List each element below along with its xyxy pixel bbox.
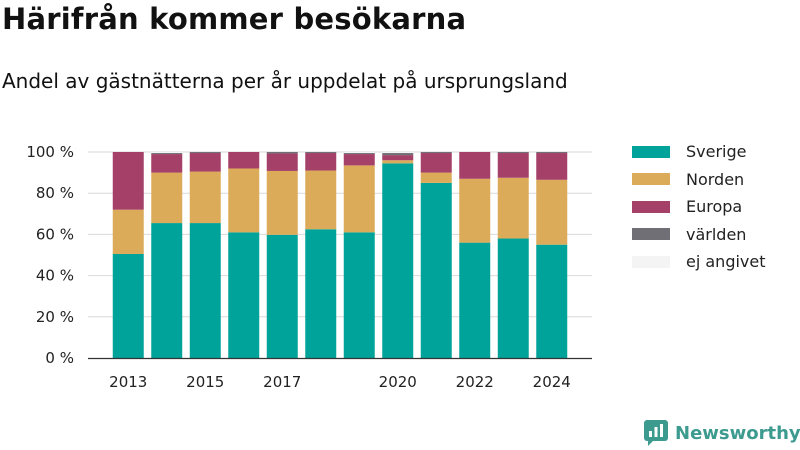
- bar-segment-sverige-2021: [420, 182, 452, 358]
- legend-swatch: [632, 200, 670, 213]
- bar-segment-norden-2024: [536, 179, 568, 245]
- bar-segment-norden-2013: [112, 209, 144, 254]
- bar-segment-sverige-2023: [497, 238, 529, 358]
- x-tick-label: 2022: [456, 373, 494, 391]
- bar-segment-norden-2014: [151, 172, 183, 224]
- x-tick-label: 2020: [379, 373, 417, 391]
- bar-segment-världen-2023: [497, 152, 529, 154]
- legend-swatch: [632, 145, 670, 158]
- bar-segment-världen-2015: [189, 152, 221, 154]
- bar-segment-ej-angivet-2019: [343, 152, 375, 154]
- bar-segment-europa-2013: [112, 152, 144, 210]
- legend-item: Europa: [632, 193, 766, 221]
- bar-segment-europa-2016: [228, 152, 260, 169]
- bar-segment-europa-2020: [382, 155, 414, 161]
- bar-segment-norden-2021: [420, 172, 452, 183]
- legend-label: ej angivet: [686, 252, 766, 272]
- bar-segment-världen-2021: [420, 152, 452, 154]
- bar-segment-norden-2018: [305, 170, 337, 230]
- bar-segment-norden-2017: [266, 170, 298, 235]
- bar-chart-speech-bubble-icon: [644, 420, 668, 446]
- y-tick-label: 80 %: [36, 184, 74, 202]
- bar-segment-norden-2022: [459, 178, 491, 243]
- brand-name: Newsworthy: [675, 422, 800, 444]
- bar-segment-europa-2018: [305, 153, 337, 171]
- bar-segment-sverige-2024: [536, 244, 568, 358]
- y-tick-label: 0 %: [45, 349, 74, 367]
- brand-logo: Newsworthy: [644, 420, 800, 446]
- bar-segment-världen-2018: [305, 152, 337, 154]
- bar-segment-sverige-2015: [189, 223, 221, 358]
- x-tick-label: 2017: [263, 373, 301, 391]
- x-tick-label: 2024: [533, 373, 571, 391]
- legend-label: Norden: [686, 169, 745, 189]
- legend-label: Europa: [686, 197, 743, 217]
- x-axis-tick-labels: 2013 2015 2017 2020 2022 2024: [109, 373, 571, 391]
- legend-swatch: [632, 255, 670, 268]
- bar-segment-norden-2015: [189, 171, 221, 224]
- bar-segment-europa-2023: [497, 153, 529, 178]
- legend-item: Sverige: [632, 138, 766, 166]
- x-tick-label: 2015: [186, 373, 224, 391]
- bar-segment-världen-2024: [536, 152, 568, 154]
- legend-label: Sverige: [686, 142, 747, 162]
- legend-swatch: [632, 228, 670, 241]
- bar-segment-sverige-2017: [266, 234, 298, 358]
- bars-group: [112, 152, 568, 358]
- bar-segment-europa-2017: [266, 153, 298, 171]
- y-tick-label: 100 %: [26, 143, 74, 161]
- legend-swatch: [632, 173, 670, 186]
- bar-segment-norden-2020: [382, 160, 414, 164]
- bar-segment-sverige-2016: [228, 232, 260, 358]
- bar-segment-världen-2019: [343, 153, 375, 155]
- bar-segment-norden-2023: [497, 177, 529, 239]
- bar-segment-norden-2016: [228, 168, 260, 233]
- bar-segment-världen-2020: [382, 153, 414, 156]
- legend-item: Norden: [632, 166, 766, 194]
- chart-subtitle: Andel av gästnätterna per år uppdelat på…: [2, 69, 568, 93]
- bar-segment-europa-2014: [151, 154, 183, 173]
- bar-segment-europa-2022: [459, 152, 491, 179]
- bar-segment-världen-2014: [151, 153, 183, 155]
- bar-segment-världen-2017: [266, 152, 298, 154]
- bar-segment-sverige-2013: [112, 253, 144, 358]
- bar-segment-ej-angivet-2014: [151, 152, 183, 154]
- chart-title: Härifrån kommer besökarna: [2, 2, 467, 36]
- y-tick-label: 60 %: [36, 225, 74, 243]
- legend-item: världen: [632, 221, 766, 249]
- bar-segment-europa-2015: [189, 153, 221, 172]
- x-tick-label: 2013: [109, 373, 147, 391]
- legend-item: ej angivet: [632, 248, 766, 276]
- bar-segment-sverige-2014: [151, 223, 183, 358]
- bar-segment-sverige-2020: [382, 163, 414, 358]
- bar-segment-sverige-2018: [305, 229, 337, 358]
- bar-segment-europa-2024: [536, 153, 568, 180]
- bar-segment-norden-2019: [343, 165, 375, 233]
- bar-segment-ej-angivet-2020: [382, 152, 414, 154]
- bar-segment-sverige-2022: [459, 242, 491, 358]
- bar-segment-europa-2019: [343, 154, 375, 166]
- y-axis-tick-labels: 0 % 20 % 40 % 60 % 80 % 100 %: [26, 143, 74, 367]
- legend: Sverige Norden Europa världen ej angivet: [632, 138, 766, 276]
- bar-segment-europa-2021: [420, 153, 452, 173]
- y-tick-label: 40 %: [36, 267, 74, 285]
- bar-segment-sverige-2019: [343, 232, 375, 358]
- legend-label: världen: [686, 224, 747, 244]
- y-tick-label: 20 %: [36, 308, 74, 326]
